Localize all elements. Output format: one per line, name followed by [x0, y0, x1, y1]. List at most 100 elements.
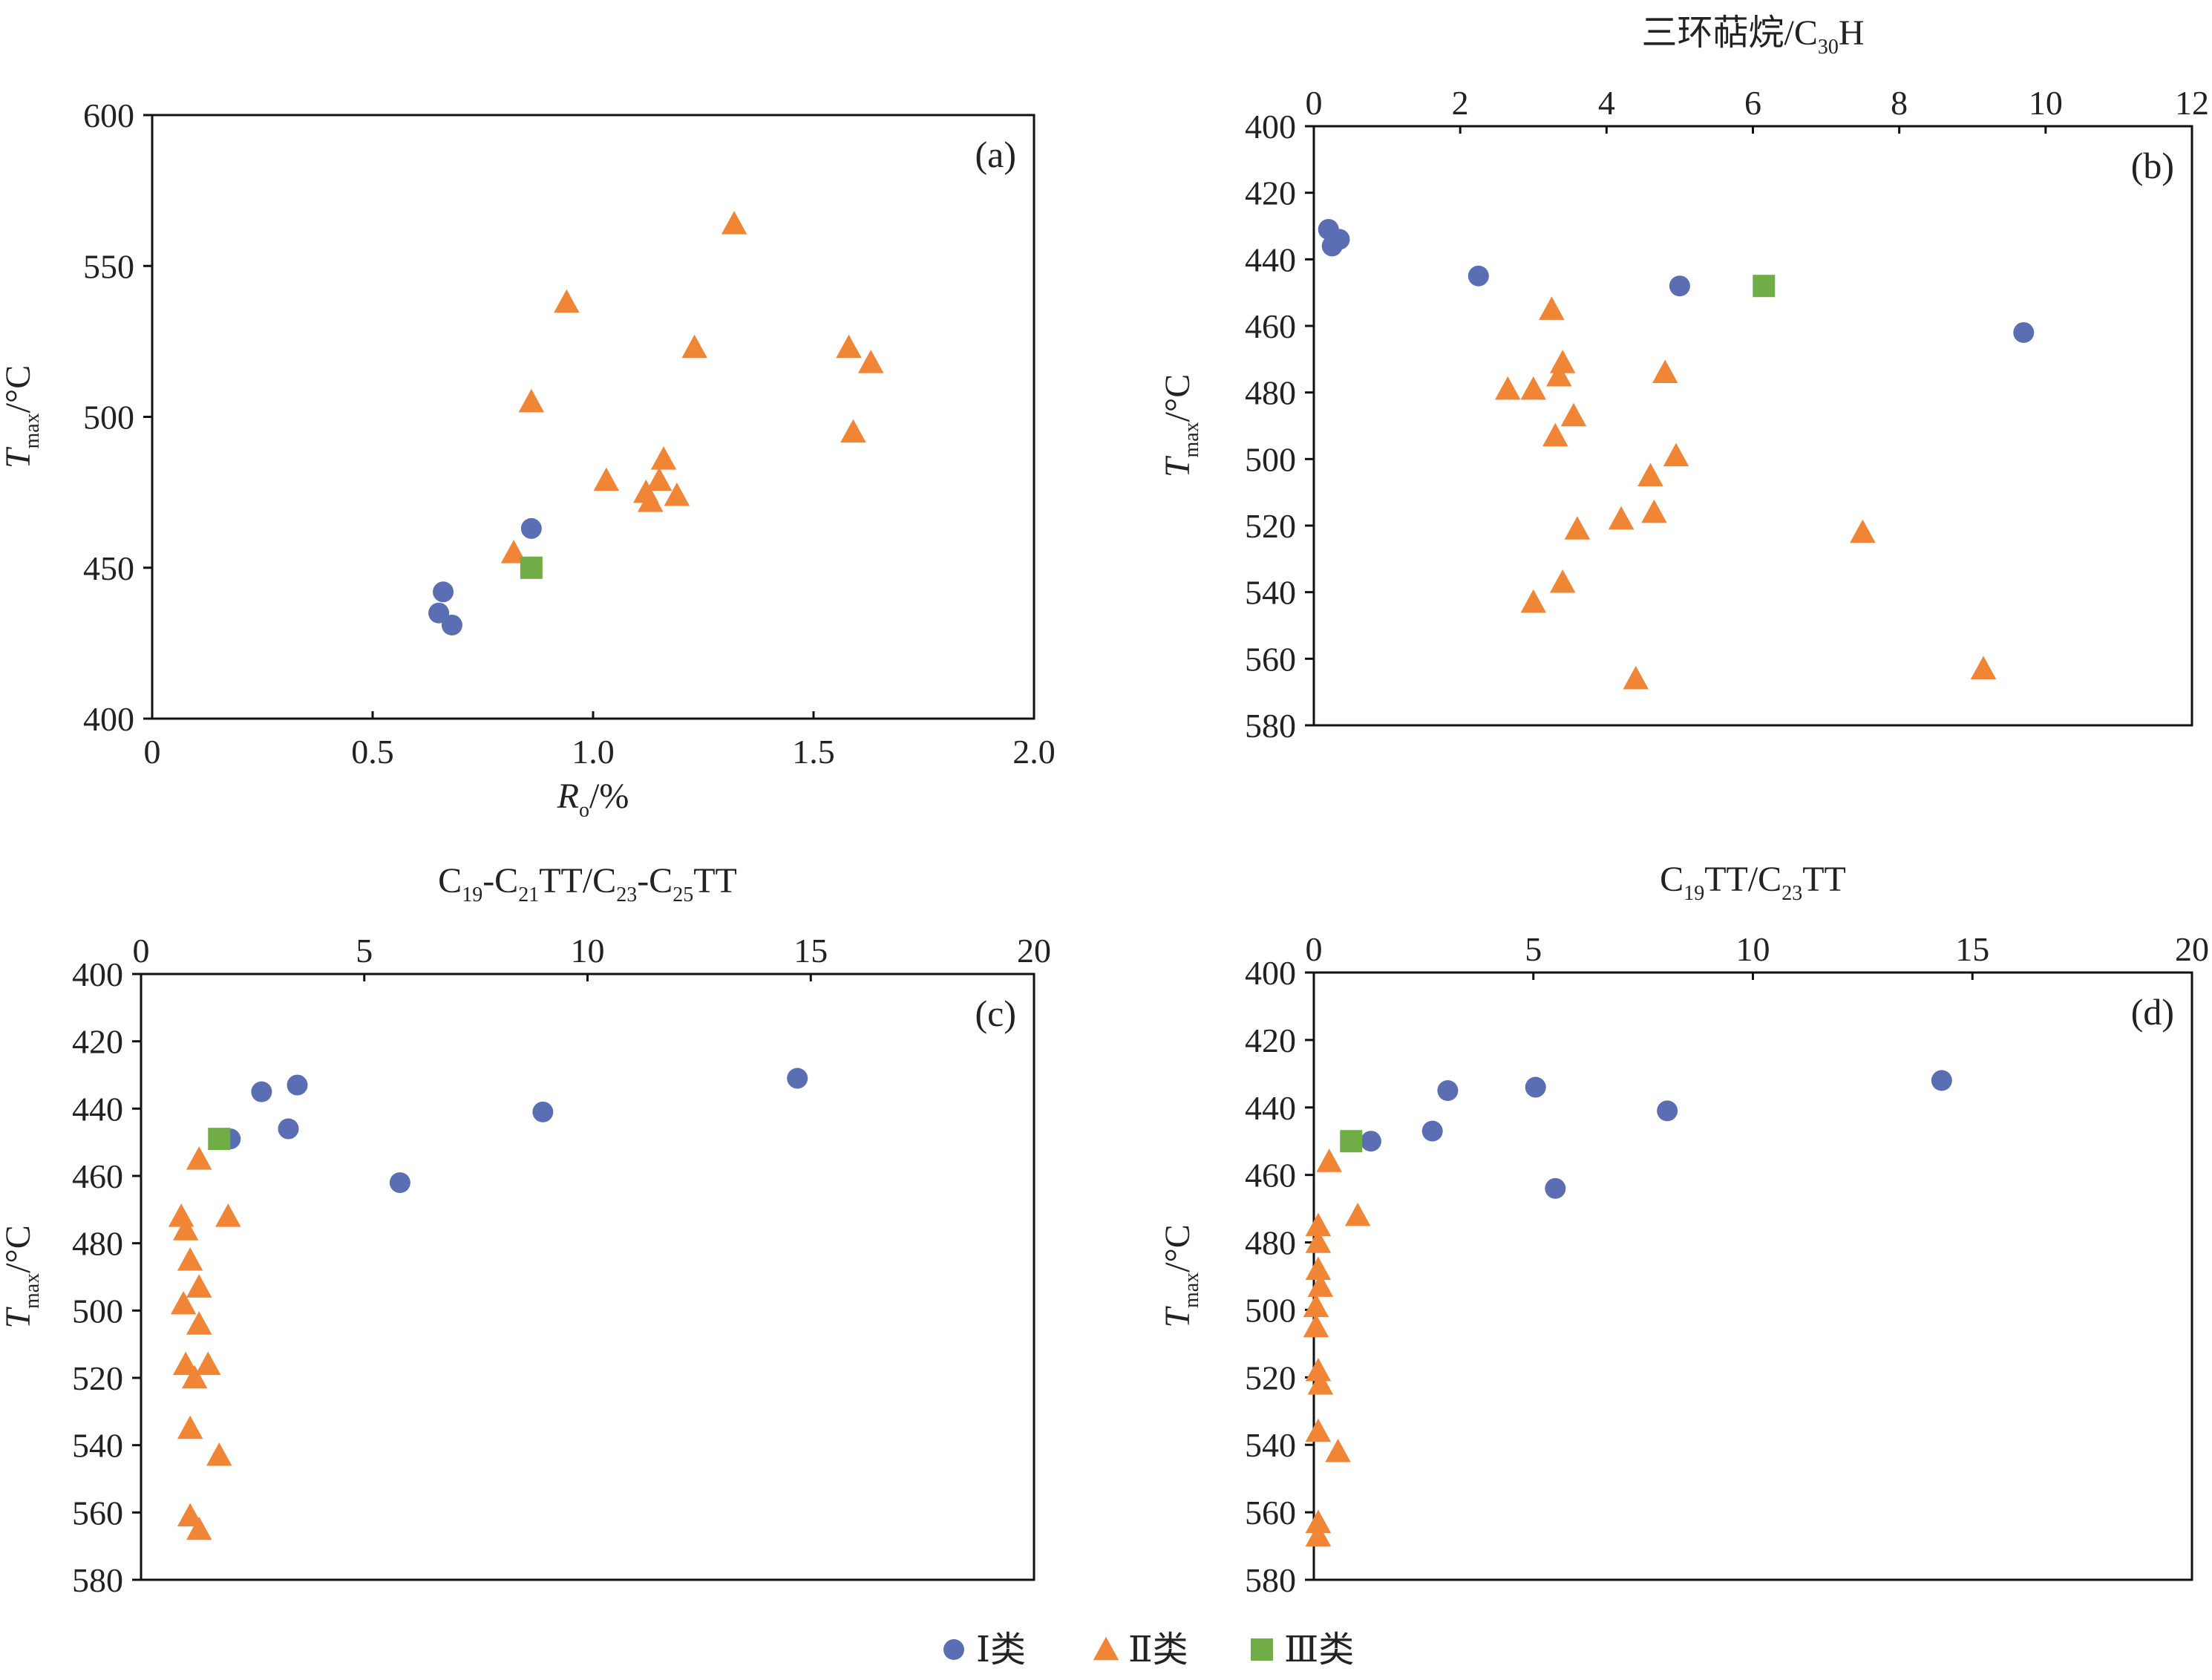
y-tick-label: 460: [1245, 1157, 1296, 1194]
series-typeIII: [520, 556, 543, 579]
series-typeI: [220, 1068, 808, 1194]
data-point-typeI: [1931, 1070, 1952, 1091]
y-tick-label: 450: [83, 549, 134, 587]
panel-d: 0 5 10 15 20 400 420 440 460 480 500 520 540 560 580 C1…: [1158, 860, 2209, 1599]
x-axis-label: C19TT/C23TT: [1660, 860, 1846, 905]
data-point-typeII: [168, 1203, 194, 1227]
data-point-typeII: [836, 334, 862, 359]
y-tick-label: 560: [1245, 1494, 1296, 1532]
data-point-typeII: [1305, 1509, 1332, 1533]
plot-frame-c: [140, 973, 1035, 1581]
data-point-typeII: [172, 1351, 199, 1376]
data-point-typeII: [650, 446, 677, 470]
data-point-typeII: [1494, 376, 1521, 400]
data-point-typeII: [215, 1203, 241, 1227]
data-point-typeIII: [520, 556, 543, 579]
data-point-typeII: [554, 289, 580, 313]
panel-b: 0 2 4 6 8 10 12 400 420 440 460 480 500 520 540 560 580 三…: [1158, 13, 2209, 745]
x-tick-label: 0: [133, 932, 150, 970]
y-tick-label: 560: [1245, 640, 1296, 678]
y-tick-label: 500: [72, 1292, 123, 1330]
x-tick-label: 0.5: [351, 733, 394, 771]
data-point-typeII: [1305, 1256, 1332, 1281]
y-tick-label: 480: [1245, 1224, 1296, 1262]
y-tick-label: 580: [1245, 1561, 1296, 1599]
data-point-typeII: [177, 1503, 203, 1527]
x-axis-label: 三环萜烷/C30H: [1641, 13, 1864, 59]
y-tick-label: 520: [1245, 507, 1296, 545]
plot-frame-a: [151, 114, 1035, 720]
y-tick-label: 520: [1245, 1359, 1296, 1396]
series-typeI: [428, 517, 542, 635]
data-point-typeII: [1305, 1212, 1332, 1237]
x-tick-label: 10: [571, 932, 605, 970]
y-tick-label: 500: [1245, 1291, 1296, 1329]
y-tick-label: 580: [1245, 707, 1296, 745]
y-tick-label: 400: [83, 700, 134, 738]
x-tick-label: 2.0: [1012, 733, 1056, 771]
plot-frame-d: [1312, 971, 2193, 1581]
y-tick-label: 400: [72, 955, 123, 993]
data-point-typeII: [194, 1351, 221, 1376]
y-axis-label: Tmax/°C: [0, 365, 44, 468]
data-point-typeII: [1850, 519, 1876, 543]
x-tick-label: 12: [2175, 84, 2209, 122]
data-point-typeII: [1307, 1371, 1334, 1395]
data-point-typeI: [433, 581, 454, 603]
data-point-typeII: [1564, 516, 1591, 540]
series-typeIII: [1340, 1130, 1363, 1153]
data-point-typeII: [1316, 1148, 1342, 1172]
x-tick-label: 1.5: [792, 733, 835, 771]
panel-label: (b): [2131, 145, 2174, 186]
y-tick-label: 460: [72, 1157, 123, 1195]
data-point-typeII: [593, 467, 620, 491]
data-point-typeII: [1303, 1293, 1329, 1318]
x-tick-label: 10: [2029, 84, 2063, 122]
data-point-typeI: [532, 1101, 554, 1122]
y-tick-label: 560: [72, 1494, 123, 1532]
legend-label-typeIII: Ⅲ类: [1284, 1630, 1354, 1670]
data-point-typeII: [177, 1415, 203, 1439]
data-point-typeII: [1637, 463, 1663, 486]
x-tick-label: 6: [1744, 84, 1761, 122]
data-point-typeII: [857, 350, 884, 373]
y-tick-label: 420: [1245, 174, 1296, 212]
data-point-typeI: [1669, 275, 1690, 297]
y-tick-label: 480: [1245, 374, 1296, 412]
legend: Ⅰ类 Ⅱ类 Ⅲ类: [943, 1630, 1354, 1670]
data-point-typeII: [172, 1217, 199, 1241]
plot-frame-b: [1312, 125, 2193, 727]
series-typeIII: [208, 1128, 231, 1151]
data-point-typeII: [1305, 1357, 1332, 1382]
x-tick-label: 0: [1306, 930, 1323, 968]
panel-a: 0 0.5 1.0 1.5 2.0 400 450 500 550 600 Ro/% Tmax/°C (…: [0, 97, 1056, 822]
y-tick-label: 500: [1245, 440, 1296, 478]
y-tick-label: 420: [1245, 1022, 1296, 1059]
y-tick-label: 540: [1245, 1426, 1296, 1464]
data-point-typeII: [1542, 422, 1568, 447]
series-typeII: [1303, 1148, 1371, 1547]
data-point-typeII: [186, 1146, 212, 1170]
data-point-typeII: [681, 334, 707, 359]
legend-marker-typeII: [1093, 1636, 1119, 1661]
data-point-typeI: [1467, 265, 1489, 287]
series-typeII: [500, 211, 884, 563]
series-typeII: [168, 1146, 241, 1540]
data-point-typeI: [1360, 1131, 1381, 1152]
data-point-typeII: [1305, 1523, 1332, 1547]
x-tick-label: 4: [1598, 84, 1615, 122]
y-tick-label: 480: [72, 1225, 123, 1263]
data-point-typeI: [389, 1172, 410, 1194]
data-point-typeII: [646, 467, 673, 491]
data-point-typeIII: [1340, 1130, 1363, 1153]
data-point-typeI: [251, 1081, 272, 1102]
x-tick-label: 5: [1525, 930, 1542, 968]
data-point-typeI: [787, 1068, 808, 1089]
data-point-typeII: [664, 482, 690, 506]
y-axis-label: Tmax/°C: [0, 1225, 44, 1328]
data-point-typeI: [1657, 1100, 1678, 1122]
data-point-typeII: [170, 1291, 197, 1315]
legend-marker-typeIII: [1251, 1638, 1273, 1661]
data-point-typeII: [1546, 363, 1572, 387]
data-point-typeII: [1325, 1439, 1351, 1462]
